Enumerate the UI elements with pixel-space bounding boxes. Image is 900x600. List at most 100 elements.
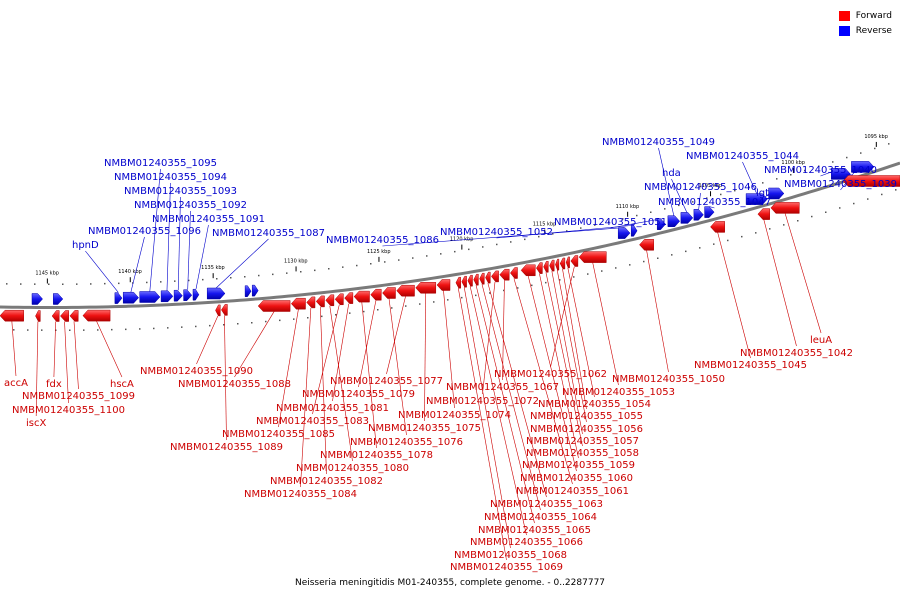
gene-forward-nmbm01240355_1075 — [415, 282, 437, 294]
leader-line — [358, 300, 377, 388]
scale-dot — [419, 303, 421, 305]
scale-dot — [209, 324, 211, 327]
gene-label-nmbm01240355_1081: NMBM01240355_1081 — [276, 403, 389, 414]
leader-line — [545, 272, 583, 447]
scale-dot — [489, 292, 491, 294]
gene-label-nmbm01240355_1050: NMBM01240355_1050 — [612, 374, 725, 385]
gene-label-nmbm01240355_1047: NMBM01240355_1047 — [658, 197, 771, 208]
scale-dot — [727, 239, 729, 242]
scale-dot — [797, 220, 799, 222]
gene-label-nmbm01240355_1094: NMBM01240355_1094 — [114, 172, 227, 183]
scale-dot — [580, 227, 582, 229]
scale-dot — [139, 328, 141, 330]
scale-dot — [202, 278, 204, 281]
gene-reverse-nmbm01240355_1044 — [745, 193, 768, 205]
gene-label-nmbm01240355_1096: NMBM01240355_1096 — [88, 226, 201, 237]
leader-line — [215, 238, 269, 289]
gene-forward-nmbm01240355_1063 — [485, 271, 491, 284]
scale-dot — [321, 315, 323, 318]
scale-dot — [643, 260, 645, 263]
scale-dot — [762, 182, 764, 184]
scale-ticks: 1145 kbp 1140 kbp 1135 kbp 1130 kbp 1125 kbp… — [35, 134, 888, 284]
scale-dot — [881, 193, 883, 196]
gene-forward-nmbm01240355_1100 — [60, 310, 69, 322]
gene-reverse-lgt — [768, 187, 785, 200]
leader-line — [312, 304, 340, 415]
gene-label-hsca: hscA — [110, 379, 134, 390]
gene-forward-acca — [0, 309, 24, 322]
scale-dot — [447, 299, 449, 301]
gene-reverse-nmbm01240355_1093 — [173, 289, 183, 302]
scale-dot — [678, 204, 680, 207]
scale-dot — [230, 277, 232, 279]
gene-forward-nmbm01240355_1069 — [455, 276, 461, 289]
gene-labels: hpnD NMBM01240355_1096 NMBM01240355_1095 NM… — [4, 137, 897, 573]
leader-line — [487, 283, 547, 498]
leader-line — [550, 266, 575, 368]
scale-tick-label: 1120 kbp — [450, 237, 474, 243]
scale-dot — [195, 325, 197, 328]
scale-dot — [265, 320, 267, 323]
scale-dot — [860, 152, 862, 154]
scale-tick-label: 1110 kbp — [616, 204, 640, 210]
scale-dot — [804, 169, 806, 172]
leader-line — [763, 219, 797, 347]
gene-label-nmbm01240355_1056: NMBM01240355_1056 — [530, 424, 643, 435]
gene-label-iscx: iscX — [26, 418, 46, 429]
leader-line — [382, 227, 625, 247]
gene-forward-nmbm01240355_1058 — [543, 261, 549, 273]
gene-forward-nmbm01240355_1074 — [436, 279, 451, 291]
gene-forward-nmbm01240355_1080 — [325, 294, 335, 307]
leader-line — [361, 302, 377, 449]
gene-label-nmbm01240355_1059: NMBM01240355_1059 — [522, 460, 635, 471]
gene-label-nmbm01240355_1061: NMBM01240355_1061 — [516, 486, 629, 497]
gene-label-nmbm01240355_1052: NMBM01240355_1052 — [440, 227, 553, 238]
gene-reverse — [53, 293, 64, 305]
gene-forward-nmbm01240355_1060 — [520, 264, 536, 277]
scale-dot — [342, 266, 344, 268]
gene-label-nmbm01240355_1095: NMBM01240355_1095 — [104, 158, 217, 169]
scale-dot — [566, 230, 568, 232]
leader-line — [784, 213, 822, 334]
gene-label-nmbm01240355_1099: NMBM01240355_1099 — [22, 391, 135, 402]
gene-reverse-nmbm01240355_1049 — [667, 215, 681, 227]
scale-dot — [811, 215, 813, 218]
gene-label-nmbm01240355_1062: NMBM01240355_1062 — [494, 369, 607, 380]
leader-line — [64, 321, 69, 404]
gene-forward-nmbm01240355_1064 — [479, 272, 485, 285]
gene-label-lgt: lgt — [756, 188, 769, 199]
scale-tick-label: 1100 kbp — [781, 160, 805, 166]
gene-label-hda: hda — [662, 168, 681, 179]
gene-reverse-nmbm01240355_1086 — [617, 227, 631, 239]
scale-dot — [524, 238, 526, 241]
scale-dot — [454, 250, 456, 253]
gene-label-nmbm01240355_1060: NMBM01240355_1060 — [520, 473, 633, 484]
scale-tick-label: 1135 kbp — [201, 265, 225, 271]
scale-dot — [671, 254, 673, 256]
scale-dot — [601, 270, 603, 272]
leader-line — [195, 224, 209, 290]
scale-dot — [650, 211, 652, 213]
legend-forward-label: Forward — [855, 10, 892, 21]
leader-line — [610, 218, 662, 229]
gene-label-nmbm01240355_1085: NMBM01240355_1085 — [222, 429, 335, 440]
leader-line — [443, 290, 455, 409]
scale-dot — [713, 243, 715, 245]
scale-dot — [510, 241, 512, 243]
gene-forward-nmbm01240355_1042 — [757, 208, 770, 220]
scale-dot — [846, 156, 848, 159]
gene-forward-nmbm01240355_1085 — [290, 297, 306, 310]
scale-dot — [559, 279, 561, 281]
scale-dot — [398, 259, 400, 261]
scale-dot — [391, 307, 393, 309]
leader-line — [85, 250, 119, 293]
gene-forward-nmbm01240355_1066 — [467, 274, 473, 287]
scale-dot — [636, 214, 638, 217]
leader-line — [332, 303, 350, 402]
gene-label-nmbm01240355_1066: NMBM01240355_1066 — [470, 537, 583, 548]
leader-line — [300, 307, 312, 488]
scale-dot — [825, 211, 827, 213]
leader-line — [234, 311, 275, 378]
scale-dot — [146, 281, 148, 284]
